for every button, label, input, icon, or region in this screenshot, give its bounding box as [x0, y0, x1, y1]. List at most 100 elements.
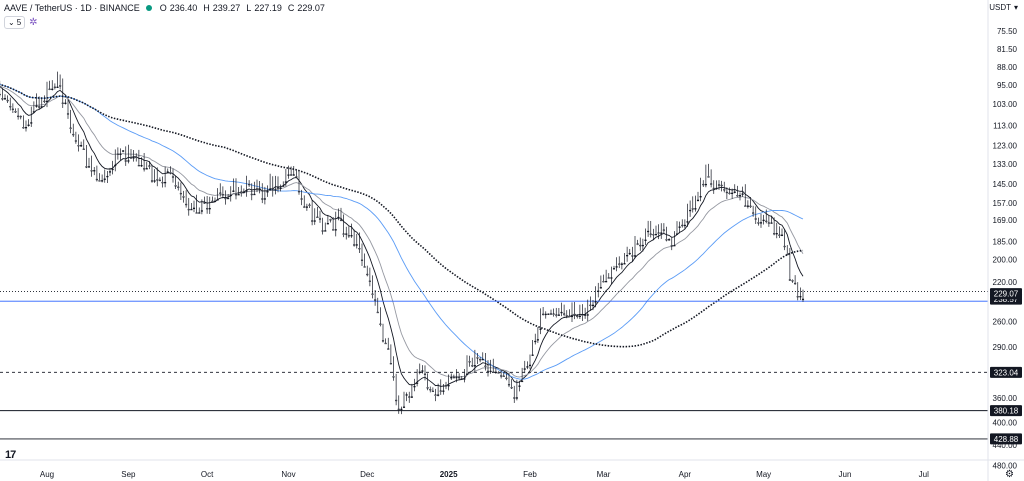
- candle[interactable]: [610, 266, 613, 284]
- candle[interactable]: [584, 307, 587, 319]
- candle[interactable]: [736, 185, 739, 197]
- candle[interactable]: [127, 144, 130, 164]
- candle[interactable]: [334, 211, 337, 237]
- candle[interactable]: [647, 220, 650, 237]
- candle[interactable]: [93, 167, 96, 176]
- candle[interactable]: [605, 269, 608, 283]
- candle[interactable]: [240, 185, 243, 197]
- candle[interactable]: [696, 191, 700, 202]
- candle[interactable]: [780, 228, 784, 237]
- candle[interactable]: [560, 302, 563, 317]
- candle[interactable]: [673, 231, 676, 247]
- candle[interactable]: [744, 184, 747, 207]
- candle[interactable]: [190, 202, 193, 211]
- candle[interactable]: [1, 87, 4, 101]
- candle[interactable]: [19, 115, 22, 120]
- candle[interactable]: [694, 195, 697, 212]
- candle[interactable]: [681, 219, 684, 228]
- candle[interactable]: [379, 307, 382, 327]
- candle[interactable]: [707, 163, 710, 178]
- candle[interactable]: [242, 188, 245, 194]
- candle[interactable]: [534, 333, 537, 345]
- candle[interactable]: [124, 146, 127, 166]
- candle[interactable]: [276, 176, 280, 193]
- candle[interactable]: [421, 365, 424, 374]
- candle[interactable]: [675, 221, 679, 235]
- candle[interactable]: [174, 175, 177, 189]
- candle[interactable]: [552, 308, 555, 317]
- candle[interactable]: [182, 190, 185, 203]
- candle[interactable]: [326, 214, 329, 225]
- candle[interactable]: [746, 200, 749, 209]
- candle[interactable]: [418, 363, 421, 375]
- candle[interactable]: [586, 299, 589, 322]
- candle[interactable]: [169, 166, 172, 175]
- candle[interactable]: [321, 217, 324, 235]
- candle[interactable]: [523, 360, 526, 374]
- candle[interactable]: [51, 80, 54, 91]
- candle[interactable]: [515, 379, 518, 401]
- candle[interactable]: [303, 195, 306, 209]
- candle[interactable]: [712, 180, 715, 194]
- candle[interactable]: [140, 157, 143, 168]
- candle[interactable]: [505, 373, 508, 381]
- candle[interactable]: [678, 221, 681, 234]
- candle[interactable]: [143, 153, 146, 172]
- candle[interactable]: [434, 388, 437, 402]
- candle[interactable]: [164, 166, 167, 188]
- candle[interactable]: [245, 175, 248, 197]
- candle[interactable]: [353, 229, 356, 247]
- symbol-title[interactable]: AAVE / TetherUS · 1D · BINANCE: [4, 3, 140, 13]
- candle[interactable]: [279, 184, 282, 192]
- candle[interactable]: [549, 309, 553, 315]
- candle[interactable]: [492, 358, 495, 374]
- candle[interactable]: [61, 78, 64, 108]
- candle[interactable]: [788, 247, 791, 281]
- candle[interactable]: [261, 183, 264, 204]
- candle[interactable]: [773, 217, 776, 236]
- candle[interactable]: [689, 200, 692, 217]
- candle[interactable]: [489, 359, 492, 374]
- candle[interactable]: [95, 165, 98, 182]
- candle[interactable]: [258, 181, 261, 194]
- candle[interactable]: [400, 406, 403, 415]
- candle[interactable]: [615, 257, 618, 272]
- candle[interactable]: [360, 243, 364, 267]
- candle[interactable]: [206, 195, 209, 214]
- candle[interactable]: [392, 356, 395, 381]
- candle[interactable]: [791, 279, 794, 283]
- candle[interactable]: [166, 168, 169, 173]
- tradingview-logo-icon[interactable]: 17: [5, 449, 16, 461]
- candle[interactable]: [423, 365, 427, 381]
- candle[interactable]: [408, 391, 411, 403]
- candle[interactable]: [547, 313, 550, 315]
- price-label-428.88[interactable]: 428.88: [990, 433, 1022, 445]
- candle[interactable]: [72, 123, 75, 137]
- candle[interactable]: [510, 379, 513, 390]
- candle[interactable]: [481, 352, 484, 361]
- candle[interactable]: [641, 238, 644, 252]
- candle[interactable]: [339, 207, 343, 222]
- candle[interactable]: [14, 108, 17, 114]
- candle[interactable]: [87, 157, 91, 168]
- candle[interactable]: [148, 161, 151, 170]
- candle[interactable]: [213, 197, 217, 203]
- candle[interactable]: [589, 296, 592, 311]
- candle[interactable]: [145, 161, 148, 170]
- candle[interactable]: [237, 187, 240, 196]
- candle[interactable]: [198, 207, 201, 214]
- candle[interactable]: [728, 187, 731, 195]
- candle[interactable]: [3, 94, 7, 100]
- candle[interactable]: [69, 109, 72, 134]
- candle[interactable]: [35, 93, 38, 108]
- candle[interactable]: [77, 134, 80, 152]
- candle[interactable]: [250, 183, 253, 201]
- candle[interactable]: [544, 311, 547, 319]
- candle[interactable]: [66, 99, 70, 119]
- candle[interactable]: [224, 190, 227, 205]
- candle[interactable]: [255, 179, 259, 193]
- candle[interactable]: [397, 395, 400, 414]
- candle[interactable]: [497, 371, 500, 374]
- candle[interactable]: [129, 149, 133, 159]
- candle[interactable]: [686, 203, 689, 227]
